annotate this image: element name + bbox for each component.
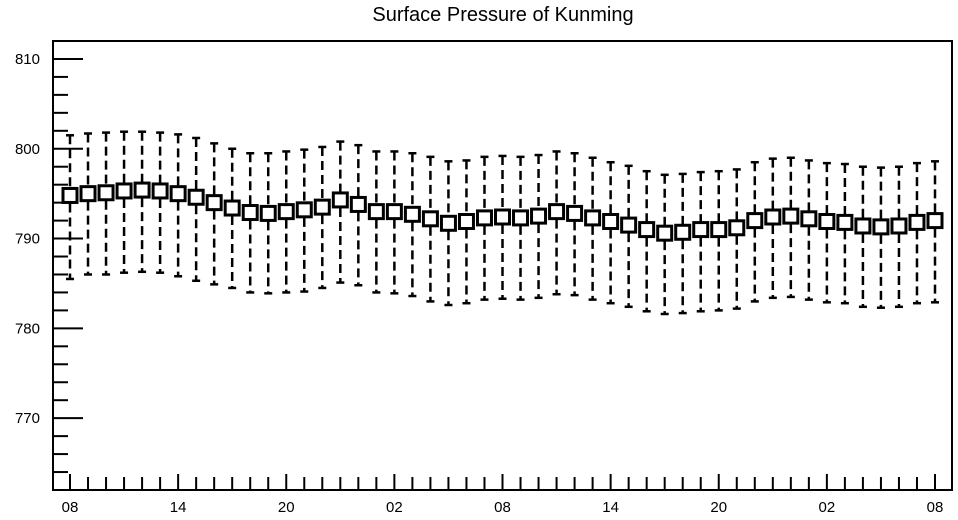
median-marker [241,204,259,222]
x-tick-label: 20 [278,499,295,516]
y-tick-label: 800 [15,141,40,158]
median-marker [403,205,421,223]
median-marker [97,184,115,202]
median-marker [800,210,818,228]
median-marker [79,185,97,203]
median-marker [692,221,710,239]
x-tick-label: 20 [710,499,727,516]
median-marker [512,209,530,227]
median-marker [61,186,79,204]
median-marker [764,208,782,226]
plot-frame [52,40,953,491]
median-marker [674,223,692,241]
median-marker [421,210,439,228]
x-tick-label: 02 [386,499,403,516]
x-tick-label: 08 [494,499,511,516]
y-tick-label: 780 [15,320,40,337]
median-marker [133,181,151,199]
y-axis: 770 780 790 800 810 [15,40,83,491]
median-marker [854,217,872,235]
median-marker [638,221,656,239]
y-tick-label: 790 [15,231,40,248]
median-marker [494,208,511,226]
median-marker [926,212,944,230]
median-marker [782,207,800,225]
median-marker [187,188,205,206]
median-marker [169,185,187,203]
median-marker [872,218,890,236]
x-tick-label: 14 [602,499,619,516]
median-marker [656,224,674,242]
median-marker [385,203,403,221]
x-tick-label: 02 [819,499,836,516]
chart-title: Surface Pressure of Kunming [372,4,634,26]
y-tick-label: 810 [15,51,40,68]
median-marker [277,203,295,221]
median-marker [548,203,566,221]
x-tick-label: 08 [62,499,79,516]
median-marker [367,203,385,221]
x-tick-label: 08 [927,499,944,516]
median-marker [151,182,169,200]
median-marker [602,212,620,230]
y-tick-label: 770 [15,410,40,427]
median-marker [349,195,367,213]
x-axis: 08 14 20 02 08 14 20 02 08 [62,474,944,516]
median-marker [331,191,349,209]
median-marker [836,213,854,231]
median-marker [818,212,836,230]
median-marker [457,212,475,230]
median-marker [908,213,926,231]
median-marker [295,201,313,219]
x-tick-label: 14 [170,499,187,516]
median-marker [259,204,277,222]
box-series [61,130,944,316]
median-marker [746,212,764,230]
median-marker [710,221,728,239]
median-marker [115,182,133,200]
median-marker [620,216,638,234]
median-marker [890,217,908,235]
median-marker [223,199,241,217]
median-marker [475,209,493,227]
median-marker [584,209,602,227]
median-marker [566,204,584,222]
median-marker [439,214,457,232]
median-marker [728,219,746,237]
median-marker [530,207,548,225]
median-marker [313,198,331,216]
median-marker [205,194,223,212]
